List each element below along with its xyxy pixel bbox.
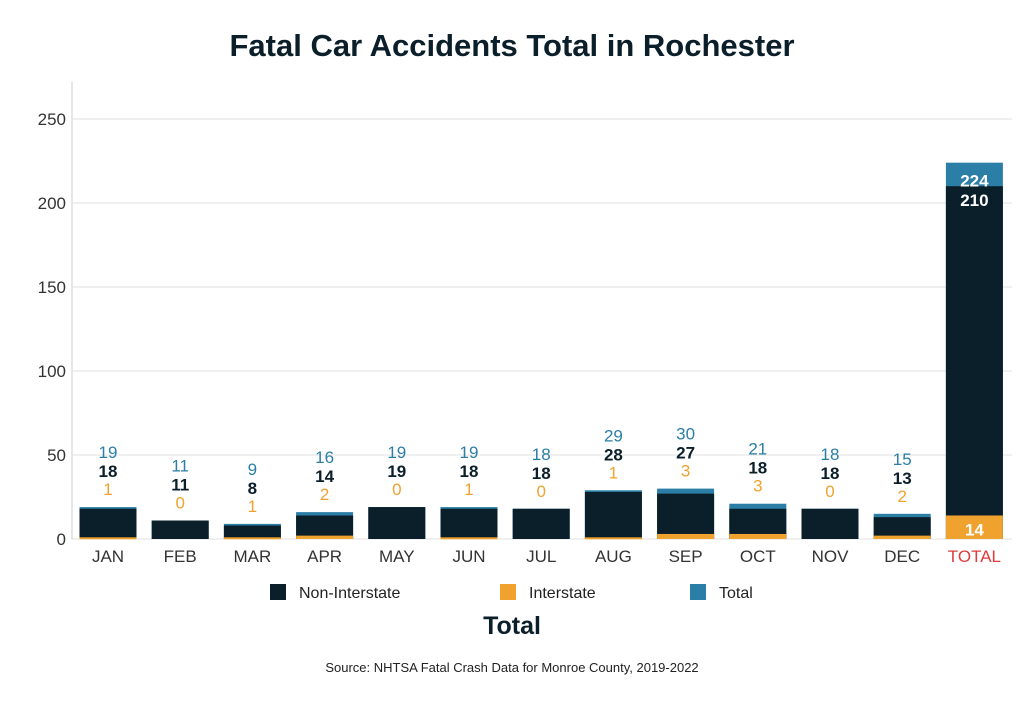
x-tick-label: JUN — [452, 547, 485, 566]
legend-swatch — [500, 584, 516, 600]
legend-label: Total — [719, 585, 753, 602]
data-label-interstate: 0 — [825, 482, 834, 501]
data-label-total: 15 — [893, 450, 912, 469]
data-label-total: 16 — [315, 448, 334, 467]
y-tick-label: 50 — [47, 446, 66, 465]
data-label-non-interstate: 28 — [604, 445, 623, 464]
data-label-total: 9 — [248, 460, 257, 479]
bar-non-interstate — [151, 520, 209, 539]
source-note: Source: NHTSA Fatal Crash Data for Monro… — [325, 660, 699, 675]
legend-label: Interstate — [529, 585, 596, 602]
data-label-non-interstate: 18 — [99, 462, 118, 481]
bar-non-interstate — [440, 508, 498, 539]
data-label-interstate: 14 — [965, 520, 984, 539]
data-label-interstate: 2 — [320, 485, 329, 504]
x-tick-label: SEP — [669, 547, 703, 566]
x-tick-label: JAN — [92, 547, 124, 566]
legend-label: Non-Interstate — [299, 585, 400, 602]
data-label-non-interstate: 18 — [821, 464, 840, 483]
data-label-total: 30 — [676, 425, 695, 444]
bar-interstate — [440, 537, 498, 540]
data-label-interstate: 1 — [464, 480, 473, 499]
x-tick-label: FEB — [164, 547, 197, 566]
x-tick-label: APR — [307, 547, 342, 566]
data-label-non-interstate: 14 — [315, 467, 334, 486]
chart-subtitle: Total — [483, 612, 541, 640]
bar-interstate — [296, 535, 354, 539]
data-label-total: 224 — [960, 172, 989, 191]
bar-interstate — [223, 537, 281, 540]
x-tick-label: MAY — [379, 547, 415, 566]
bar-non-interstate — [79, 508, 137, 539]
x-tick-label: DEC — [884, 547, 920, 566]
y-tick-label: 0 — [57, 530, 66, 549]
data-label-non-interstate: 18 — [460, 462, 479, 481]
x-tick-label: NOV — [812, 547, 850, 566]
bar-interstate — [945, 515, 1003, 539]
y-tick-label: 100 — [38, 362, 66, 381]
data-label-non-interstate: 8 — [248, 479, 257, 498]
data-label-non-interstate: 18 — [532, 464, 551, 483]
bar-interstate — [873, 535, 931, 539]
data-label-non-interstate: 19 — [387, 462, 406, 481]
data-label-non-interstate: 18 — [748, 459, 767, 478]
data-label-total: 19 — [460, 443, 479, 462]
bar-interstate — [657, 533, 715, 539]
legend-swatch — [690, 584, 706, 600]
legend-swatch — [270, 584, 286, 600]
bar-interstate — [729, 533, 787, 539]
data-label-interstate: 1 — [609, 463, 618, 482]
bar-non-interstate — [368, 507, 426, 539]
data-label-interstate: 0 — [392, 480, 401, 499]
x-tick-label: JUL — [526, 547, 556, 566]
bar-non-interstate — [223, 525, 281, 539]
y-tick-label: 250 — [38, 110, 66, 129]
bar-non-interstate — [873, 517, 931, 539]
bar-interstate — [79, 537, 137, 540]
bar-non-interstate — [584, 491, 642, 539]
data-label-total: 19 — [387, 443, 406, 462]
x-tick-label: AUG — [595, 547, 632, 566]
x-tick-label: MAR — [234, 547, 272, 566]
chart-title: Fatal Car Accidents Total in Rochester — [229, 28, 795, 63]
data-label-interstate: 1 — [248, 497, 257, 516]
data-label-non-interstate: 27 — [676, 444, 695, 463]
data-label-interstate: 2 — [897, 487, 906, 506]
bar-non-interstate — [801, 508, 859, 539]
data-label-total: 18 — [532, 445, 551, 464]
data-label-non-interstate: 210 — [960, 191, 988, 210]
bar-non-interstate — [657, 493, 715, 539]
data-label-non-interstate: 13 — [893, 469, 912, 488]
data-label-interstate: 0 — [536, 482, 545, 501]
x-tick-label: TOTAL — [948, 547, 1001, 566]
data-label-interstate: 0 — [175, 494, 184, 513]
data-label-interstate: 3 — [681, 462, 690, 481]
data-label-total: 19 — [99, 443, 118, 462]
bar-non-interstate — [512, 508, 570, 539]
data-label-interstate: 1 — [103, 480, 112, 499]
bar-non-interstate — [296, 515, 354, 539]
y-tick-label: 150 — [38, 278, 66, 297]
data-label-total: 21 — [748, 440, 767, 459]
x-tick-label: OCT — [740, 547, 776, 566]
data-label-total: 11 — [171, 457, 189, 476]
bar-non-interstate — [945, 186, 1003, 539]
data-label-non-interstate: 11 — [171, 476, 189, 495]
data-label-total: 18 — [821, 445, 840, 464]
y-tick-label: 200 — [38, 194, 66, 213]
bar-interstate — [584, 537, 642, 540]
data-label-interstate: 3 — [753, 477, 762, 496]
data-label-total: 29 — [604, 426, 623, 445]
